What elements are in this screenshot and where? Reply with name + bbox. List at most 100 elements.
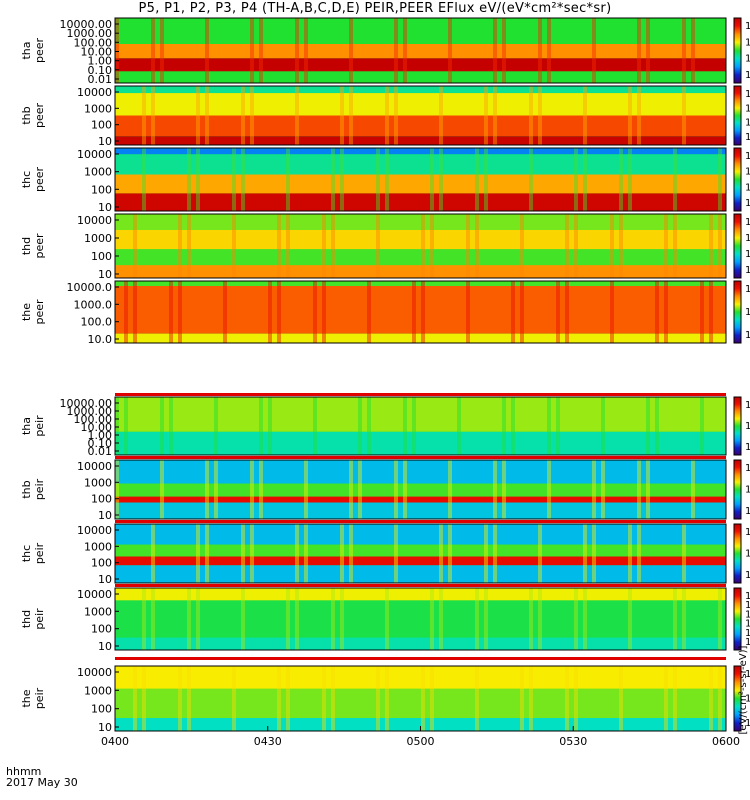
colorbar-tick-label: 10²: [745, 637, 750, 648]
x-tick-label: 0400: [101, 735, 129, 748]
flux-band: [115, 154, 726, 175]
flux-streak: [151, 588, 155, 650]
colorbar-tick-label: 10⁶: [745, 669, 750, 680]
flux-streak: [205, 460, 209, 519]
panel-probe-label: thd: [20, 610, 33, 628]
flux-streak: [313, 281, 317, 343]
flux-streak: [259, 460, 263, 519]
colorbar-tick-label: 10⁶: [745, 233, 750, 244]
flux-streak: [205, 524, 209, 583]
colorbar-tick-label: 10⁴: [745, 619, 750, 630]
flux-streak: [430, 148, 434, 211]
flux-streak: [277, 214, 281, 278]
y-tick-label: 1000: [84, 540, 112, 553]
flux-streak: [133, 214, 137, 278]
flux-streak: [232, 148, 236, 211]
flux-streak: [196, 86, 200, 145]
colorbar-tick-label: 10⁴: [745, 118, 750, 129]
flux-band: [115, 483, 726, 497]
quality-flag-bar: [115, 584, 726, 587]
flux-streak: [322, 281, 326, 343]
flux-streak: [484, 86, 488, 145]
flux-streak: [718, 666, 722, 731]
flux-streak: [259, 397, 263, 455]
flux-band: [115, 496, 726, 503]
flux-band: [115, 460, 726, 484]
y-tick-label: 100: [91, 557, 112, 570]
flux-band: [115, 286, 726, 334]
colorbar-tick-label: 10⁶: [745, 284, 750, 295]
flux-streak: [502, 460, 506, 519]
flux-streak: [196, 524, 200, 583]
flux-streak: [466, 214, 470, 278]
flux-streak: [673, 588, 677, 650]
y-tick-label: 1000.0: [74, 298, 113, 311]
flux-streak: [439, 524, 443, 583]
panel-probe-label: thc: [20, 171, 33, 188]
flux-streak: [250, 460, 254, 519]
flux-streak: [673, 666, 677, 731]
flux-band: [115, 44, 726, 59]
flux-streak: [160, 460, 164, 519]
flux-streak: [664, 214, 668, 278]
flux-streak: [439, 588, 443, 650]
flux-band: [115, 136, 726, 146]
flux-band: [115, 524, 726, 545]
y-tick-label: 1000: [84, 476, 112, 489]
y-tick-label: 10: [98, 640, 112, 653]
y-tick-label: 10.0: [88, 333, 113, 346]
y-tick-label: 1000: [84, 102, 112, 115]
y-tick-label: 0.10: [88, 437, 113, 450]
flux-streak: [286, 666, 290, 731]
y-tick-label: 100: [91, 183, 112, 196]
colorbar-tick-label: 10³: [745, 628, 750, 639]
colorbar: [733, 459, 742, 520]
y-tick-label: 1.00: [88, 55, 113, 68]
panel-probe-label: the: [20, 689, 33, 707]
colorbar-tick-label: 10⁴: [745, 307, 750, 318]
flux-streak: [421, 214, 425, 278]
y-tick-label: 1000: [84, 605, 112, 618]
colorbar: [733, 17, 742, 84]
y-tick-label: 10.00: [81, 46, 113, 59]
flux-streak: [421, 281, 425, 343]
colorbar-tick-label: 10⁴: [745, 549, 750, 560]
flux-band: [115, 281, 726, 286]
y-tick-label: 100.00: [74, 36, 113, 49]
panel-frame: [114, 17, 727, 84]
flux-streak: [448, 524, 452, 583]
x-tick-label: 0600: [712, 735, 740, 748]
flux-streak: [331, 214, 335, 278]
flux-band: [115, 544, 726, 557]
flux-streak: [133, 666, 137, 731]
flux-streak: [376, 666, 380, 731]
panel-species-label: peir: [33, 687, 46, 709]
flux-streak: [124, 397, 128, 455]
flux-streak: [475, 666, 479, 731]
figure-title: P5, P1, P2, P3, P4 (TH-A,B,C,D,E) PEIR,P…: [138, 1, 612, 16]
flux-streak: [448, 18, 452, 83]
flux-streak: [619, 214, 623, 278]
colorbar-tick-label: 10⁶: [745, 103, 750, 114]
flux-streak: [547, 460, 551, 519]
panel-species-label: peer: [33, 38, 46, 64]
flux-band: [115, 193, 726, 211]
y-tick-label: 10000: [77, 666, 112, 679]
colorbar-tick-label: 10⁸: [745, 151, 750, 162]
panel-species-label: peir: [33, 478, 46, 500]
flux-streak: [277, 281, 281, 343]
quality-flag-bar: [115, 456, 726, 459]
flux-streak: [664, 281, 668, 343]
flux-streak: [304, 18, 308, 83]
flux-streak: [358, 460, 362, 519]
flux-streak: [628, 148, 632, 211]
flux-streak: [619, 666, 623, 731]
y-tick-label: 100: [91, 623, 112, 636]
flux-streak: [178, 666, 182, 731]
flux-streak: [205, 86, 209, 145]
flux-streak: [718, 214, 722, 278]
flux-streak: [493, 18, 497, 83]
colorbar: [733, 665, 742, 732]
